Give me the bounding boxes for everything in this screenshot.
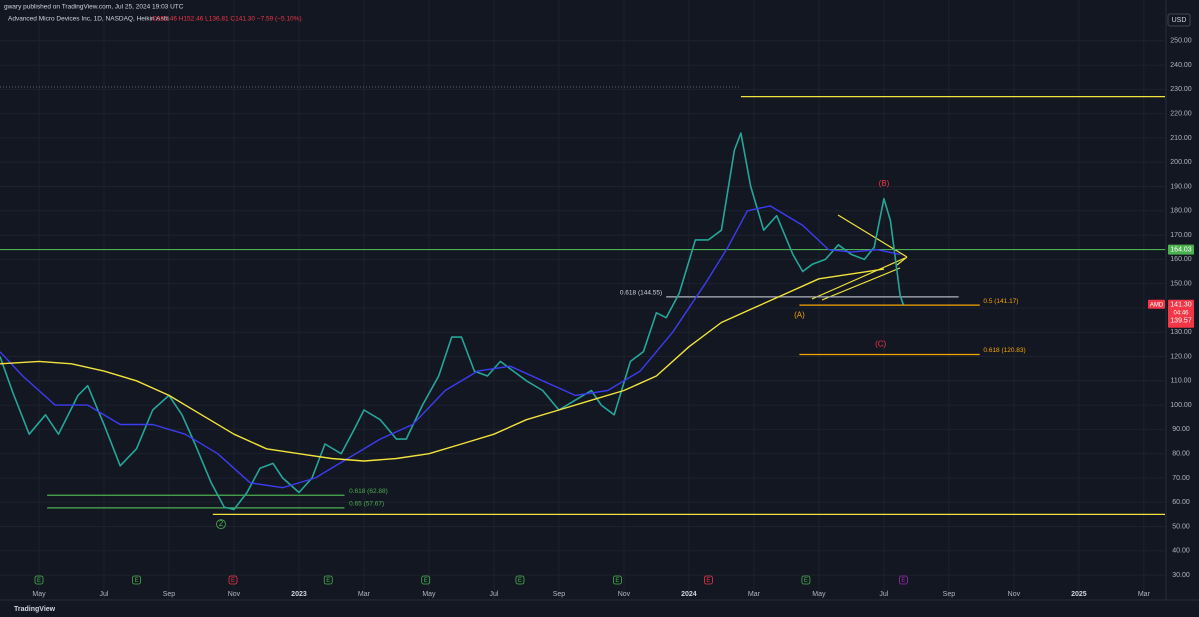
x-tick-label: May	[812, 591, 826, 598]
y-tick-label: 220.00	[1170, 110, 1192, 117]
publisher: gwary published on TradingView.com, Jul …	[4, 4, 184, 11]
triangle-apex	[896, 256, 908, 266]
earnings-marker	[34, 575, 44, 585]
y-tick-label: 60.00	[1172, 499, 1190, 506]
y-tick-label: 90.00	[1172, 426, 1190, 433]
level-label: 0.5 (141.17)	[983, 298, 1018, 305]
earnings-marker	[132, 575, 141, 585]
y-tick-label: 240.00	[1170, 62, 1192, 69]
x-tick-label: Mar	[748, 591, 761, 598]
wave-label: 2	[219, 519, 224, 528]
x-tick-label: Jul	[100, 591, 109, 598]
y-tick-label: 100.00	[1170, 402, 1192, 409]
symbol-tag	[1148, 299, 1165, 309]
x-tick-label: Sep	[553, 591, 566, 598]
earnings-label: E	[518, 578, 522, 584]
earnings-label: E	[231, 578, 235, 584]
y-tick-label: 210.00	[1170, 135, 1192, 142]
wave-label: (A)	[794, 310, 805, 319]
earnings-label: E	[326, 578, 330, 584]
y-tick-label: 180.00	[1170, 208, 1192, 215]
x-tick-label: Sep	[163, 591, 176, 598]
x-tick-label: Sep	[943, 591, 956, 598]
price-tag-label: 141.30	[1170, 302, 1192, 309]
earnings-label: E	[615, 578, 619, 584]
y-tick-label: 40.00	[1172, 548, 1190, 555]
earnings-marker	[899, 575, 908, 585]
earnings-marker	[421, 575, 431, 585]
wave-circle	[216, 519, 226, 530]
earnings-marker	[228, 575, 238, 585]
y-tick-label: 50.00	[1172, 523, 1190, 530]
x-tick-label: May	[422, 591, 436, 598]
y-tick-label: 130.00	[1170, 329, 1192, 336]
ohlc: O152.46 H152.46 L136.81 C141.30 −7.59 (−…	[152, 16, 302, 23]
wave-label: (B)	[879, 179, 890, 188]
earnings-marker	[515, 575, 525, 585]
grid	[0, 0, 1165, 600]
y-tick-label: 150.00	[1170, 281, 1192, 288]
earnings-label: E	[424, 578, 428, 584]
y-tick-label: 80.00	[1172, 451, 1190, 458]
brand: TradingView	[14, 606, 56, 613]
triangle-lower	[811, 257, 906, 300]
y-tick-label: 250.00	[1170, 38, 1192, 45]
wave-label: (C)	[875, 339, 886, 348]
series-line	[0, 132, 905, 511]
earnings-label: E	[37, 578, 41, 584]
x-tick-label: 2023	[291, 591, 307, 598]
x-tick-label: Jul	[489, 591, 498, 598]
y-tick-label: 110.00	[1171, 378, 1192, 385]
level-label: 0.65 (57.67)	[349, 501, 384, 508]
y-tick-label: 160.00	[1170, 256, 1192, 263]
level-label: 0.618 (120.83)	[983, 347, 1025, 354]
y-tick-label: 30.00	[1172, 572, 1190, 579]
earnings-marker	[801, 575, 811, 585]
y-tick-label: 230.00	[1170, 86, 1192, 93]
earnings-marker	[323, 575, 333, 585]
x-tick-label: 2024	[681, 591, 697, 598]
triangle-lower-inner	[821, 267, 901, 301]
currency-box	[1167, 13, 1191, 27]
level-label: 0.618 (144.55)	[620, 290, 662, 297]
level-label: 0.618 (62.88)	[349, 488, 388, 495]
currency: USD	[1172, 17, 1187, 24]
x-tick-label: Nov	[1008, 591, 1021, 598]
x-tick-label: Nov	[618, 591, 631, 598]
x-tick-label: Jul	[879, 591, 888, 598]
earnings-label: E	[804, 578, 808, 584]
earnings-label: E	[134, 578, 138, 584]
instrument: Advanced Micro Devices Inc, 1D, NASDAQ, …	[8, 16, 169, 23]
y-tick-label: 200.00	[1170, 159, 1192, 166]
x-tick-label: Mar	[358, 591, 371, 598]
symbol-label: AMD	[1150, 302, 1164, 308]
y-tick-label: 120.00	[1170, 353, 1192, 360]
price-tag	[1168, 244, 1194, 255]
x-tick-label: Nov	[228, 591, 241, 598]
x-tick-label: May	[32, 591, 46, 598]
plot	[0, 96, 1165, 515]
earnings-marker	[613, 575, 622, 585]
price-tag-label: 164.03	[1170, 246, 1192, 253]
triangle	[811, 214, 908, 301]
x-tick-label: Mar	[1138, 591, 1151, 598]
series-line	[0, 205, 901, 489]
y-tick-label: 190.00	[1170, 183, 1192, 190]
low-label: 139.57	[1170, 318, 1192, 325]
y-tick-label: 70.00	[1172, 475, 1190, 482]
x-tick-label: 2025	[1071, 591, 1087, 598]
earnings-label: E	[901, 578, 905, 584]
series-line	[0, 268, 885, 462]
countdown: 04:46	[1173, 310, 1189, 316]
price-tag	[1168, 299, 1194, 328]
earnings-marker	[704, 575, 713, 585]
earnings-label: E	[706, 578, 710, 584]
y-tick-label: 170.00	[1170, 232, 1192, 239]
